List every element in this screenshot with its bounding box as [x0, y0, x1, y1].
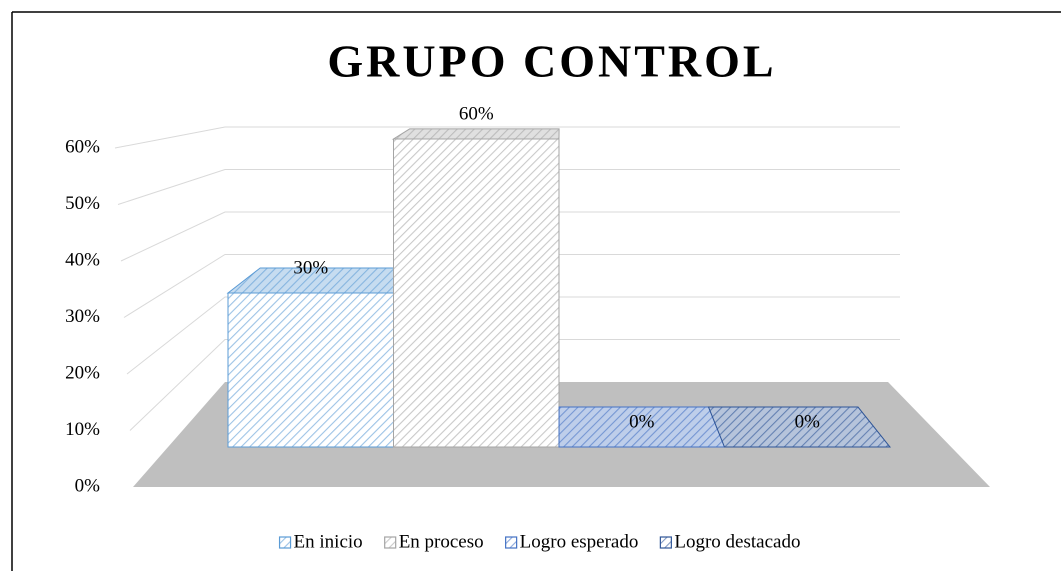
legend-label: En inicio	[294, 531, 363, 552]
y-tick-label: 10%	[65, 419, 100, 440]
bar-top-shade	[559, 407, 725, 447]
legend-swatch	[505, 536, 518, 549]
grid-line	[129, 339, 900, 431]
grid-line	[123, 254, 900, 318]
bar-top-shade	[228, 267, 410, 293]
bar-front	[227, 292, 394, 448]
bar	[226, 267, 411, 448]
y-tick-label: 60%	[65, 136, 100, 157]
data-label: 60%	[459, 103, 494, 124]
grid-line	[126, 296, 900, 375]
legend-item: Logro esperado	[505, 531, 639, 552]
data-label: 30%	[293, 257, 328, 278]
legend-swatch	[659, 536, 672, 549]
legend-label: Logro esperado	[520, 531, 639, 552]
bar-front	[393, 138, 560, 448]
grid-line	[120, 211, 900, 262]
legend-item: En proceso	[384, 531, 484, 552]
data-label: 0%	[795, 411, 821, 432]
legend-label: En proceso	[399, 531, 484, 552]
y-tick-label: 30%	[65, 306, 100, 327]
legend-swatch	[384, 536, 397, 549]
legend-item: En inicio	[278, 531, 363, 552]
legend-label: Logro destacado	[674, 531, 800, 552]
y-tick-label: 50%	[65, 193, 100, 214]
bar-top	[707, 406, 892, 448]
y-tick-label: 40%	[65, 249, 100, 270]
legend-swatch	[278, 536, 292, 549]
bar-top-shade	[393, 128, 560, 139]
legend-item: Logro destacado	[659, 531, 800, 552]
y-tick-label: 0%	[75, 475, 101, 496]
data-label: 0%	[629, 411, 655, 432]
chart-title: GRUPO CONTROL	[327, 36, 776, 87]
grid-line	[114, 126, 900, 149]
bar	[707, 406, 892, 448]
grid-line	[117, 169, 900, 205]
bar-top-shade	[708, 407, 890, 447]
bar	[558, 406, 726, 448]
bar	[391, 128, 560, 448]
y-tick-label: 20%	[65, 362, 100, 383]
